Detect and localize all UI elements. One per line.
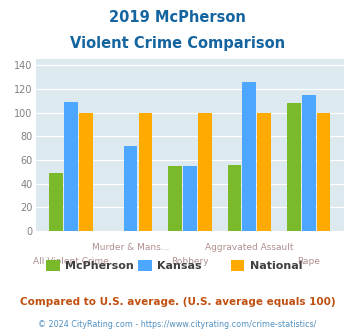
Text: All Violent Crime: All Violent Crime [33,257,109,266]
Text: Aggravated Assault: Aggravated Assault [205,243,294,252]
Text: 2019 McPherson: 2019 McPherson [109,10,246,25]
Bar [49,173,63,231]
Bar [257,113,271,231]
Bar [242,82,256,231]
Bar [317,113,331,231]
Bar [64,102,78,231]
Text: Rape: Rape [297,257,320,266]
Bar [79,113,93,231]
Bar [287,103,301,231]
Text: National: National [250,261,302,271]
Bar [168,166,182,231]
Text: Kansas: Kansas [158,261,202,271]
Bar [138,113,152,231]
Text: Robbery: Robbery [171,257,209,266]
Bar [302,95,316,231]
Bar [228,165,241,231]
Text: Compared to U.S. average. (U.S. average equals 100): Compared to U.S. average. (U.S. average … [20,297,335,307]
Bar [198,113,212,231]
Text: Murder & Mans...: Murder & Mans... [92,243,169,252]
Text: © 2024 CityRating.com - https://www.cityrating.com/crime-statistics/: © 2024 CityRating.com - https://www.city… [38,320,317,329]
Text: McPherson: McPherson [65,261,134,271]
Text: Violent Crime Comparison: Violent Crime Comparison [70,36,285,51]
Bar [183,166,197,231]
Bar [124,146,137,231]
